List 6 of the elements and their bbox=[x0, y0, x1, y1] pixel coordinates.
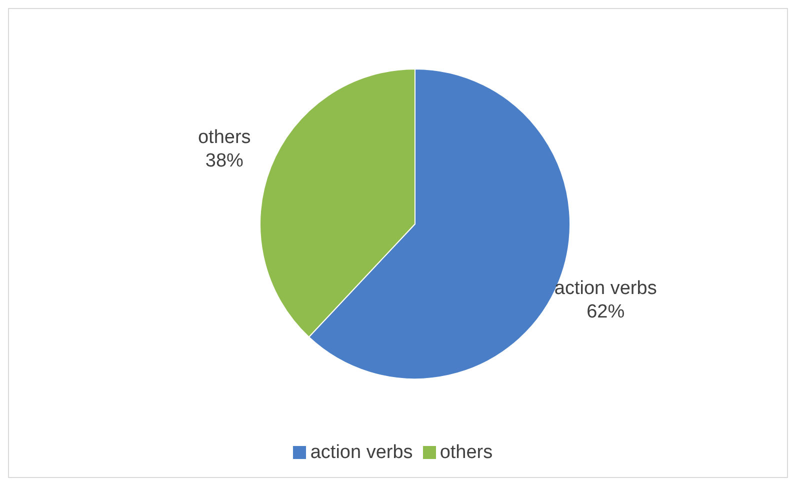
legend-label: action verbs bbox=[310, 442, 413, 463]
data-label: 62% bbox=[586, 302, 625, 323]
data-label: 38% bbox=[205, 150, 244, 172]
slice-label: action verbs bbox=[554, 278, 657, 299]
slice-label: others bbox=[198, 126, 251, 148]
legend-label: others bbox=[440, 442, 493, 463]
